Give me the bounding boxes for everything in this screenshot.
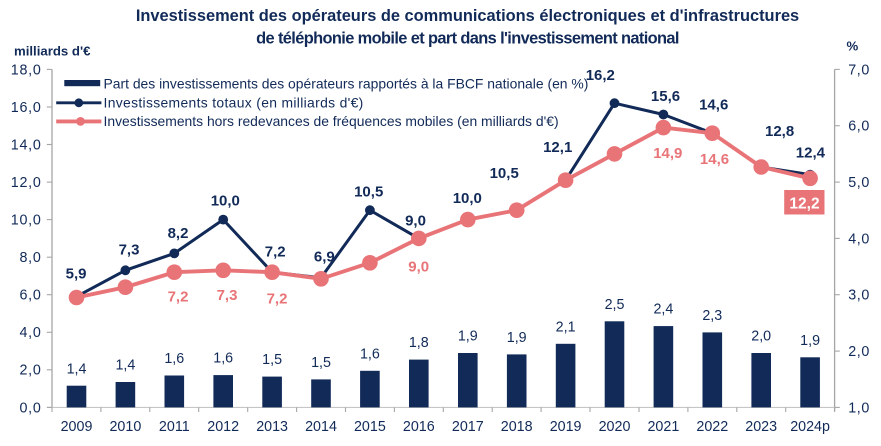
svg-text:5,9: 5,9	[66, 266, 87, 283]
svg-text:7,3: 7,3	[119, 242, 140, 259]
svg-text:7,2: 7,2	[265, 243, 286, 260]
svg-text:12,0: 12,0	[11, 175, 42, 191]
svg-text:2,0: 2,0	[751, 329, 771, 345]
svg-text:2015: 2015	[354, 419, 386, 435]
svg-text:6,0: 6,0	[848, 119, 870, 135]
svg-text:10,5: 10,5	[354, 183, 383, 200]
svg-text:de téléphonie mobile et part d: de téléphonie mobile et part dans l'inve…	[256, 29, 679, 47]
svg-text:2,4: 2,4	[653, 302, 673, 318]
svg-text:4,0: 4,0	[848, 231, 870, 247]
svg-text:1,0: 1,0	[848, 400, 870, 416]
svg-text:6,9: 6,9	[314, 249, 335, 266]
svg-text:Investissements hors redevance: Investissements hors redevances de fréqu…	[104, 113, 559, 129]
svg-text:10,0: 10,0	[11, 213, 42, 229]
svg-text:2011: 2011	[159, 419, 190, 435]
svg-text:milliards d'€: milliards d'€	[14, 44, 91, 59]
svg-text:10,5: 10,5	[490, 165, 519, 182]
svg-text:2020: 2020	[599, 419, 631, 435]
svg-text:2010: 2010	[109, 419, 141, 435]
svg-text:7,2: 7,2	[267, 291, 288, 308]
svg-text:1,8: 1,8	[409, 335, 429, 351]
svg-text:1,5: 1,5	[311, 355, 331, 371]
svg-text:2,3: 2,3	[702, 308, 722, 324]
svg-text:1,4: 1,4	[115, 358, 135, 374]
svg-text:16,2: 16,2	[586, 67, 615, 84]
svg-text:6,0: 6,0	[19, 288, 41, 304]
svg-text:2023: 2023	[745, 419, 777, 435]
svg-text:5,0: 5,0	[848, 175, 870, 191]
svg-text:2,0: 2,0	[848, 344, 870, 360]
svg-text:2016: 2016	[403, 419, 435, 435]
svg-text:12,2: 12,2	[789, 196, 819, 213]
svg-text:7,0: 7,0	[848, 62, 870, 78]
svg-text:10,0: 10,0	[211, 192, 240, 209]
svg-text:9,0: 9,0	[408, 259, 429, 276]
svg-text:2,0: 2,0	[19, 363, 41, 379]
svg-text:7,2: 7,2	[168, 289, 189, 306]
svg-text:14,6: 14,6	[700, 151, 729, 168]
svg-text:2012: 2012	[207, 419, 239, 435]
svg-text:2019: 2019	[550, 419, 582, 435]
svg-text:3,0: 3,0	[848, 288, 870, 304]
svg-text:2009: 2009	[61, 419, 93, 435]
svg-text:2014: 2014	[305, 419, 337, 435]
svg-text:1,9: 1,9	[507, 330, 527, 346]
svg-text:2021: 2021	[647, 419, 679, 435]
svg-text:8,2: 8,2	[168, 225, 189, 242]
svg-text:4,0: 4,0	[19, 325, 41, 341]
svg-text:2,1: 2,1	[556, 319, 576, 335]
svg-text:18,0: 18,0	[11, 62, 42, 78]
svg-text:16,0: 16,0	[11, 100, 42, 116]
svg-text:9,0: 9,0	[405, 212, 426, 229]
svg-text:8,0: 8,0	[19, 250, 41, 266]
svg-text:12,1: 12,1	[543, 139, 572, 156]
svg-text:2013: 2013	[256, 419, 288, 435]
svg-text:1,5: 1,5	[262, 352, 282, 368]
svg-text:Investissements totaux (en mil: Investissements totaux (en milliards d'€…	[104, 94, 364, 110]
svg-text:1,6: 1,6	[360, 346, 380, 362]
svg-text:14,0: 14,0	[11, 137, 42, 153]
svg-text:1,4: 1,4	[67, 361, 87, 377]
svg-text:Investissement des opérateurs: Investissement des opérateurs de communi…	[136, 7, 799, 25]
svg-text:1,6: 1,6	[164, 351, 184, 367]
svg-text:1,6: 1,6	[213, 351, 233, 367]
svg-text:0,0: 0,0	[19, 400, 41, 416]
svg-text:10,0: 10,0	[453, 190, 482, 207]
svg-text:12,8: 12,8	[765, 123, 794, 140]
svg-text:7,3: 7,3	[217, 287, 238, 304]
svg-text:14,9: 14,9	[653, 145, 682, 162]
svg-text:14,6: 14,6	[699, 97, 728, 114]
svg-text:12,4: 12,4	[796, 144, 826, 161]
svg-text:1,9: 1,9	[800, 333, 820, 349]
svg-text:15,6: 15,6	[651, 88, 680, 105]
svg-text:2017: 2017	[452, 419, 484, 435]
svg-text:2,5: 2,5	[605, 297, 625, 313]
svg-text:2024p: 2024p	[790, 419, 830, 435]
svg-text:1,9: 1,9	[458, 329, 478, 345]
svg-text:2022: 2022	[696, 419, 728, 435]
svg-text:%: %	[847, 39, 859, 54]
svg-text:Part des investissements des o: Part des investissements des opérateurs …	[104, 76, 589, 92]
svg-text:2018: 2018	[501, 419, 533, 435]
